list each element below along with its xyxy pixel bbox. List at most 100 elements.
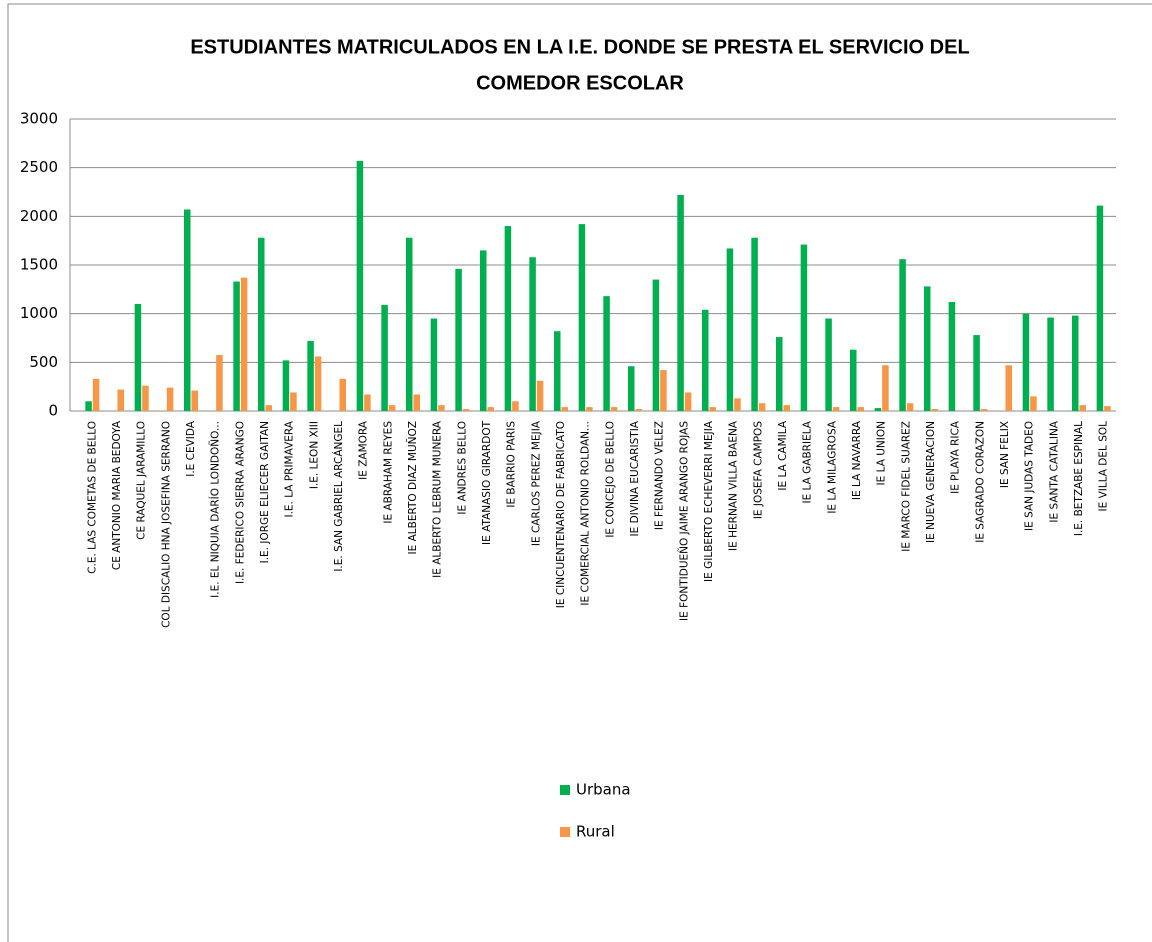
bar [857, 407, 864, 411]
x-tick-label: IE ALBERTO LEBRUM MUNERA [432, 420, 444, 578]
bar [586, 407, 593, 411]
bar [406, 237, 413, 411]
bar [882, 365, 889, 411]
x-tick-label: IE BARRIO PARIS [506, 421, 518, 508]
x-tick-label: IE JOSEFA CAMPOS [752, 421, 764, 519]
legend-label: Urbana [576, 781, 631, 799]
bar [709, 407, 716, 411]
bar [906, 403, 914, 411]
bar [1072, 315, 1079, 411]
x-tick-label: IE NUEVA GENERACION [925, 421, 937, 543]
bar [825, 318, 832, 411]
bar [948, 301, 956, 411]
bar [314, 356, 322, 411]
x-tick-label: IE FERNANDO VELEZ [654, 421, 666, 530]
x-tick-label: IE SAN JUDAS TADEO [1024, 421, 1036, 531]
bar [850, 349, 857, 411]
bar [85, 401, 92, 411]
x-tick-label: IE PLAYA RICA [950, 420, 962, 494]
bar [610, 407, 618, 411]
x-tick-label: IE LA GABRIELA [802, 420, 814, 503]
bar [356, 160, 364, 411]
chart-title: ESTUDIANTES MATRICULADOS EN LA I.E. DOND… [190, 36, 969, 58]
bar [142, 385, 149, 411]
bar [166, 387, 174, 411]
bar [751, 237, 758, 411]
bar [240, 277, 248, 411]
bar [487, 407, 494, 411]
bar [973, 335, 980, 411]
x-tick-label: IE CARLOS PEREZ MEJIA [530, 420, 542, 546]
bar [776, 337, 783, 411]
bar [117, 389, 124, 411]
bar [134, 303, 142, 411]
bar [529, 257, 536, 411]
bar [1104, 406, 1111, 411]
bar [1047, 317, 1054, 411]
bar [504, 226, 512, 411]
x-tick-label: COL DISCALIO HNA JOSEFINA SERRANO [160, 421, 172, 628]
bar [1022, 313, 1030, 411]
x-tick-label: IE SAGRADO CORAZON [974, 421, 986, 543]
bar [307, 340, 314, 411]
x-tick-label: IE DIVINA EUCARISTIA [629, 420, 641, 536]
x-tick-label: IE MARCO FIDEL SUAREZ [900, 421, 912, 552]
bar [216, 355, 223, 411]
x-tick-label: CE ANTONIO MARIA BEDOYA [111, 420, 123, 570]
x-tick-label: I.E. LEON XIII [308, 421, 320, 489]
x-tick-label: I.E. BETZABE ESPINAL [1073, 421, 1085, 536]
y-tick-label: 2000 [20, 207, 58, 225]
bar [233, 281, 240, 411]
bar [931, 409, 938, 411]
bar [413, 394, 420, 411]
y-tick-label: 1500 [20, 256, 58, 274]
x-tick-label: IE LA UNION [876, 421, 888, 485]
y-tick-label: 2500 [20, 158, 58, 176]
bar [258, 237, 265, 411]
bar [561, 407, 568, 411]
bar [462, 409, 470, 411]
bar [702, 309, 709, 411]
x-tick-label: IE VILLA DEL SOL [1098, 421, 1110, 512]
bar [438, 405, 445, 411]
x-tick-label: IE FONTIDUEÑO JAIME ARANGO ROJAS [677, 421, 690, 621]
bar [603, 296, 610, 411]
bar [381, 304, 388, 411]
y-tick-label: 500 [29, 353, 58, 371]
bar [290, 392, 297, 411]
bar [388, 405, 396, 411]
x-tick-label: I.E. EL NIQUIA DARÍO LONDOÑO... [209, 421, 222, 598]
bar [734, 398, 741, 411]
bar [455, 268, 462, 411]
bar [677, 194, 684, 411]
bar [191, 390, 198, 411]
x-tick-label: I.E. FEDERICO SIERRA ARANGO [234, 421, 246, 584]
x-tick-label: IE LA MILAGROSA [826, 420, 838, 513]
x-tick-label: IE LA CAMILA [777, 420, 789, 490]
x-tick-label: IE HERNAN VILLA BAENA [728, 420, 740, 551]
bar [480, 250, 487, 411]
x-tick-label: IE LA NAVARRA [851, 420, 863, 500]
bar [184, 209, 191, 411]
bar [512, 401, 519, 411]
x-tick-label: IE SAN FELIX [999, 421, 1011, 488]
bar [899, 259, 906, 411]
bar [783, 405, 790, 411]
x-tick-label: IE ATANASIO GIRARDOT [481, 420, 493, 545]
chart-border [7, 3, 1152, 942]
x-tick-label: IE CONCEJO DE BELLO [604, 421, 616, 538]
bar [578, 224, 586, 411]
bar [1005, 365, 1012, 411]
bar [339, 378, 346, 411]
bar [536, 380, 544, 411]
bar [282, 360, 290, 411]
bar [800, 244, 808, 411]
legend-label: Rural [576, 823, 615, 841]
bar [265, 405, 272, 411]
bar [628, 366, 635, 411]
bar [660, 370, 667, 411]
y-tick-label: 3000 [20, 110, 58, 128]
x-tick-label: IE SANTA CATALINA [1048, 420, 1060, 522]
x-tick-label: IE ZAMORA [358, 420, 370, 480]
